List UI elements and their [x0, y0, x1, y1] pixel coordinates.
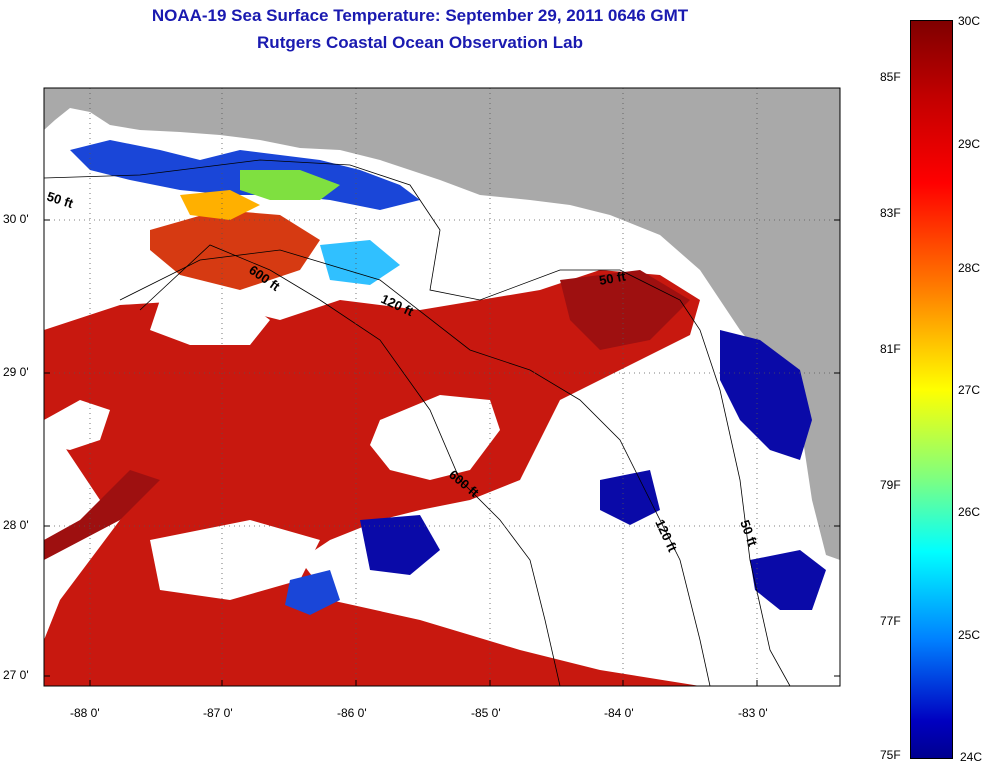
lat-label: 27 0'	[3, 668, 29, 682]
cloud-gap-south	[150, 520, 320, 600]
axis-ticks	[44, 219, 840, 686]
lat-label: 29 0'	[3, 365, 29, 379]
cool-big-bend	[720, 330, 812, 460]
colorbar-celsius-label: 27C	[958, 383, 981, 397]
cool-east-patch	[600, 470, 660, 525]
isobath-50ft	[44, 159, 791, 686]
lon-label: -85 0'	[471, 706, 501, 720]
colorbar-celsius-label: 28C	[958, 261, 981, 275]
contour-label: 50 ft	[598, 268, 628, 288]
lat-label: 28 0'	[3, 518, 29, 532]
map-title: NOAA-19 Sea Surface Temperature: Septemb…	[151, 6, 689, 25]
map-subtitle: Rutgers Coastal Ocean Observation Lab	[257, 33, 583, 52]
hot-water-core	[560, 270, 690, 350]
colorbar-celsius-label: 29C	[958, 137, 981, 151]
cloud-gap-center	[370, 395, 500, 480]
lat-label: 30 0'	[3, 212, 29, 226]
mixed-green-yellow	[240, 170, 340, 200]
temperature-colorbar	[910, 20, 953, 759]
colorbar-fahrenheit-label: 81F	[880, 342, 901, 356]
colorbar-celsius-label: 24C	[960, 750, 983, 764]
cloud-gap-west	[44, 400, 110, 450]
lon-label: -84 0'	[604, 706, 634, 720]
colorbar-celsius-label: 26C	[958, 505, 981, 519]
colorbar-celsius-label: 30C	[958, 14, 981, 28]
mixed-cyan	[320, 240, 400, 285]
nearshore-warm	[150, 210, 320, 290]
lon-label: -83 0'	[738, 706, 768, 720]
cool-offshore-patch-2	[285, 570, 340, 615]
isobath-600ft	[139, 244, 561, 686]
colorbar-fahrenheit-label: 83F	[880, 206, 901, 220]
cool-offshore-patch	[360, 515, 440, 575]
isobath-120ft	[119, 249, 711, 686]
cloud-gap-north	[150, 290, 270, 345]
colorbar-celsius-label: 25C	[958, 628, 981, 642]
colorbar-fahrenheit-label: 85F	[880, 70, 901, 84]
lon-label: -87 0'	[203, 706, 233, 720]
mixed-yellow-orange	[180, 190, 260, 220]
lon-label: -88 0'	[70, 706, 100, 720]
colorbar-fahrenheit-label: 75F	[880, 748, 901, 762]
land-mass	[44, 88, 840, 560]
cool-tampa	[750, 550, 826, 610]
hot-water-west	[44, 470, 160, 560]
sst-map: 50 ft 600 ft 120 ft 50 ft 600 ft 120 ft …	[43, 87, 841, 687]
colorbar-fahrenheit-label: 77F	[880, 614, 901, 628]
colorbar-fahrenheit-label: 79F	[880, 478, 901, 492]
lon-label: -86 0'	[337, 706, 367, 720]
map-frame	[43, 87, 841, 687]
